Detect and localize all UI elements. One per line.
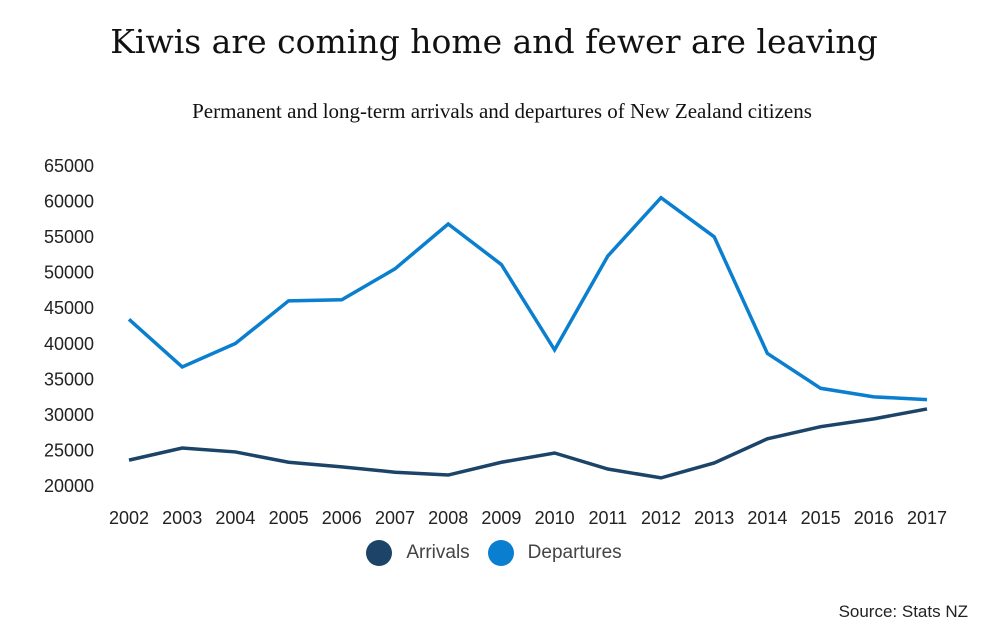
x-tick-label: 2017 xyxy=(907,508,947,528)
series-line-departures xyxy=(127,195,928,402)
x-tick-label: 2015 xyxy=(801,508,841,528)
x-tick-label: 2003 xyxy=(162,508,202,528)
y-tick-label: 20000 xyxy=(44,476,94,496)
y-tick-label: 45000 xyxy=(44,298,94,318)
series-line-arrivals xyxy=(128,407,928,480)
y-tick-label: 55000 xyxy=(44,227,94,247)
x-tick-label: 2011 xyxy=(588,508,627,528)
legend-item-departures[interactable]: Departures xyxy=(487,540,622,566)
x-tick-label: 2016 xyxy=(854,508,894,528)
x-tick-label: 2010 xyxy=(535,508,575,528)
legend-dot-arrivals xyxy=(366,540,393,566)
y-tick-label: 40000 xyxy=(44,334,94,354)
legend: Arrivals Departures xyxy=(0,540,988,566)
x-tick-label: 2006 xyxy=(322,508,362,528)
x-tick-label: 2004 xyxy=(215,508,255,528)
x-tick-label: 2008 xyxy=(428,508,468,528)
chart-title: Kiwis are coming home and fewer are leav… xyxy=(110,22,878,61)
y-tick-label: 65000 xyxy=(44,156,94,176)
source-note: Source: Stats NZ xyxy=(838,602,968,621)
y-tick-label: 25000 xyxy=(44,440,94,460)
x-tick-label: 2014 xyxy=(747,508,787,528)
chart-subtitle: Permanent and long-term arrivals and dep… xyxy=(192,99,812,123)
x-tick-label: 2012 xyxy=(641,508,681,528)
y-tick-label: 35000 xyxy=(44,369,94,389)
y-tick-label: 60000 xyxy=(44,192,94,212)
legend-dot-departures xyxy=(487,540,514,566)
x-tick-label: 2009 xyxy=(481,508,521,528)
x-tick-label: 2007 xyxy=(375,508,415,528)
y-tick-label: 50000 xyxy=(44,263,94,283)
x-tick-label: 2013 xyxy=(694,508,734,528)
legend-item-arrivals[interactable]: Arrivals xyxy=(366,540,470,566)
x-tick-label: 2005 xyxy=(269,508,309,528)
x-tick-label: 2002 xyxy=(109,508,149,528)
y-tick-label: 30000 xyxy=(44,405,94,425)
legend-label-arrivals: Arrivals xyxy=(406,542,470,563)
legend-label-departures: Departures xyxy=(527,542,622,563)
